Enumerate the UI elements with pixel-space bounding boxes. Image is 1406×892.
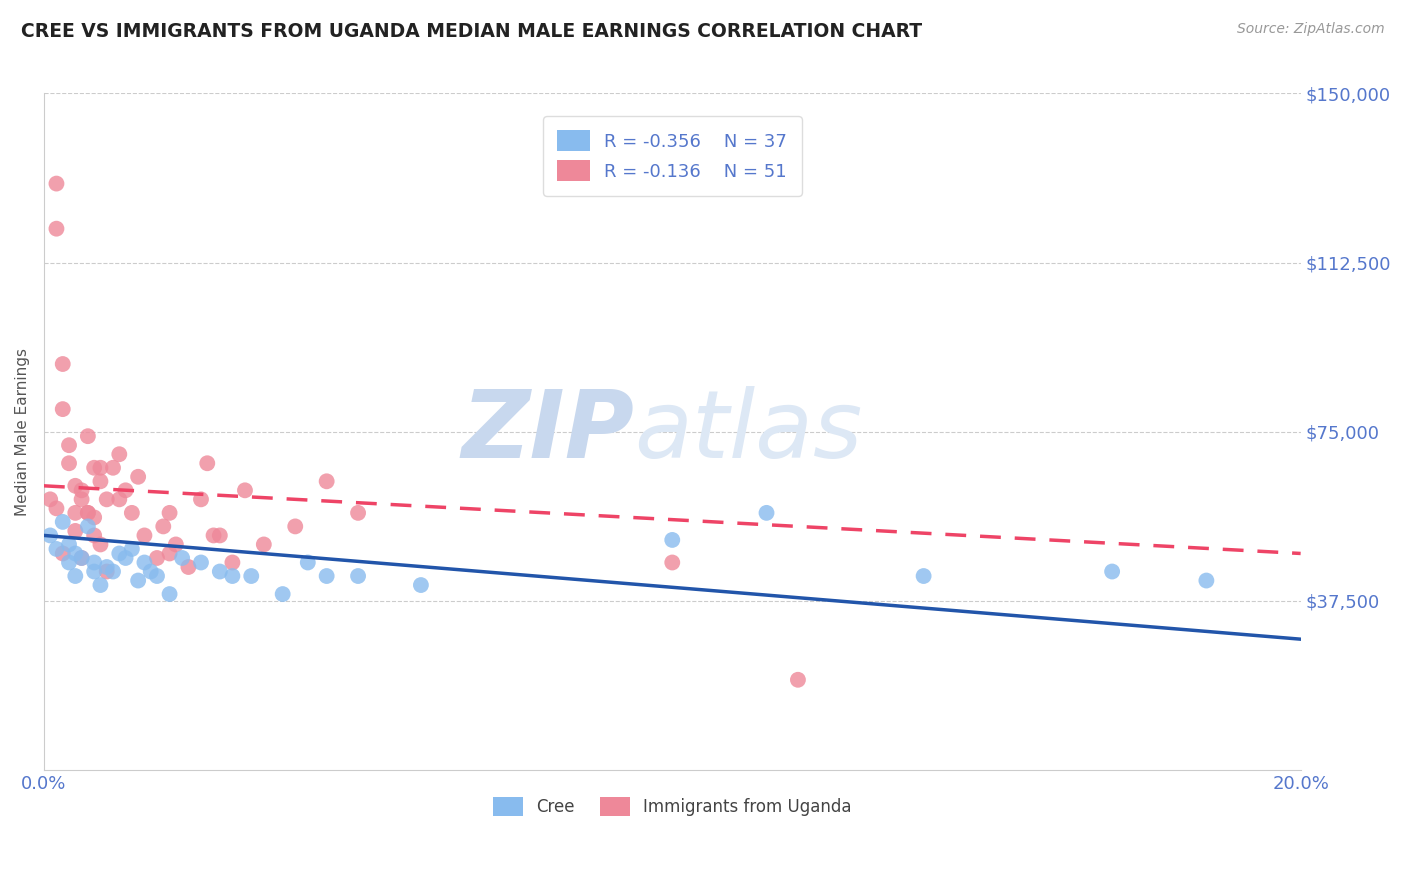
- Point: [1101, 565, 1123, 579]
- Point: [190, 492, 212, 507]
- Point: [65, 569, 87, 583]
- Point: [233, 483, 256, 498]
- Text: ZIP: ZIP: [461, 385, 634, 478]
- Point: [121, 506, 143, 520]
- Point: [83, 528, 105, 542]
- Point: [284, 519, 307, 533]
- Point: [77, 506, 100, 520]
- Point: [52, 515, 75, 529]
- Point: [83, 556, 105, 570]
- Point: [787, 673, 810, 687]
- Point: [409, 578, 432, 592]
- Point: [96, 560, 118, 574]
- Point: [347, 506, 370, 520]
- Point: [165, 537, 187, 551]
- Point: [58, 537, 80, 551]
- Point: [159, 587, 181, 601]
- Point: [108, 546, 131, 560]
- Point: [190, 556, 212, 570]
- Point: [114, 483, 136, 498]
- Point: [58, 556, 80, 570]
- Point: [134, 556, 156, 570]
- Point: [315, 569, 337, 583]
- Point: [253, 537, 276, 551]
- Point: [195, 456, 218, 470]
- Point: [146, 569, 169, 583]
- Point: [52, 402, 75, 417]
- Point: [139, 565, 162, 579]
- Point: [45, 541, 67, 556]
- Point: [89, 475, 111, 489]
- Point: [121, 541, 143, 556]
- Point: [65, 546, 87, 560]
- Point: [70, 492, 93, 507]
- Text: atlas: atlas: [634, 386, 863, 477]
- Point: [52, 546, 75, 560]
- Point: [221, 569, 243, 583]
- Point: [146, 551, 169, 566]
- Text: Source: ZipAtlas.com: Source: ZipAtlas.com: [1237, 22, 1385, 37]
- Point: [58, 456, 80, 470]
- Point: [1195, 574, 1218, 588]
- Point: [202, 528, 225, 542]
- Point: [152, 519, 174, 533]
- Point: [96, 565, 118, 579]
- Point: [177, 560, 200, 574]
- Point: [83, 510, 105, 524]
- Point: [912, 569, 935, 583]
- Point: [65, 479, 87, 493]
- Point: [89, 537, 111, 551]
- Point: [297, 556, 319, 570]
- Point: [101, 565, 124, 579]
- Point: [271, 587, 294, 601]
- Point: [127, 574, 149, 588]
- Point: [77, 506, 100, 520]
- Point: [127, 470, 149, 484]
- Point: [70, 483, 93, 498]
- Point: [39, 492, 62, 507]
- Point: [755, 506, 778, 520]
- Point: [58, 438, 80, 452]
- Y-axis label: Median Male Earnings: Median Male Earnings: [15, 348, 30, 516]
- Legend: Cree, Immigrants from Uganda: Cree, Immigrants from Uganda: [486, 790, 858, 822]
- Point: [89, 578, 111, 592]
- Point: [45, 501, 67, 516]
- Point: [45, 177, 67, 191]
- Point: [208, 528, 231, 542]
- Point: [52, 357, 75, 371]
- Point: [661, 533, 683, 547]
- Point: [108, 447, 131, 461]
- Point: [39, 528, 62, 542]
- Point: [661, 556, 683, 570]
- Point: [221, 556, 243, 570]
- Point: [83, 565, 105, 579]
- Point: [77, 429, 100, 443]
- Point: [45, 221, 67, 235]
- Point: [89, 460, 111, 475]
- Point: [159, 506, 181, 520]
- Point: [208, 565, 231, 579]
- Point: [70, 551, 93, 566]
- Point: [108, 492, 131, 507]
- Point: [134, 528, 156, 542]
- Point: [315, 475, 337, 489]
- Point: [83, 460, 105, 475]
- Point: [96, 492, 118, 507]
- Point: [172, 551, 194, 566]
- Point: [114, 551, 136, 566]
- Point: [70, 551, 93, 566]
- Point: [65, 506, 87, 520]
- Point: [65, 524, 87, 538]
- Point: [159, 546, 181, 560]
- Text: CREE VS IMMIGRANTS FROM UGANDA MEDIAN MALE EARNINGS CORRELATION CHART: CREE VS IMMIGRANTS FROM UGANDA MEDIAN MA…: [21, 22, 922, 41]
- Point: [101, 460, 124, 475]
- Point: [240, 569, 263, 583]
- Point: [347, 569, 370, 583]
- Point: [77, 519, 100, 533]
